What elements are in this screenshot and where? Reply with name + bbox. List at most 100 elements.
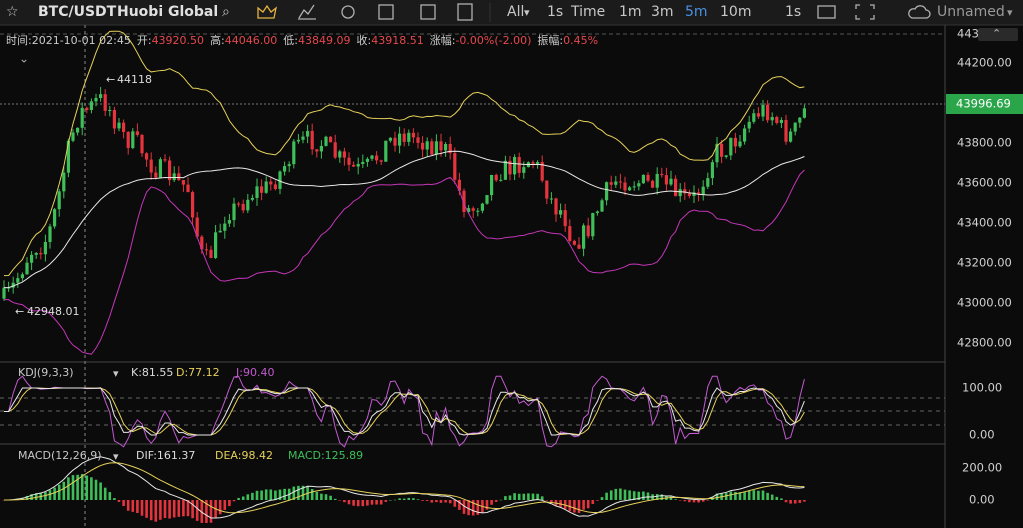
- axis-button-icon[interactable]: ⌃: [992, 27, 1001, 40]
- macd-bar: [568, 500, 572, 512]
- chart-icon[interactable]: [378, 4, 394, 20]
- candle-body: [697, 192, 701, 195]
- candle-body: [388, 137, 392, 141]
- candle-body: [246, 199, 250, 211]
- crown-icon[interactable]: [257, 4, 277, 19]
- macd-bar: [669, 496, 673, 500]
- macd-bar: [508, 495, 512, 500]
- interval[interactable]: 1s: [547, 4, 563, 20]
- candle-body: [743, 128, 747, 142]
- candle-body: [181, 180, 185, 185]
- candle-body: [191, 192, 195, 218]
- macd-bar: [775, 496, 779, 500]
- macd-bar: [186, 500, 190, 517]
- candle-body: [172, 173, 176, 181]
- candle-body: [605, 182, 609, 201]
- macd-bar: [798, 500, 802, 503]
- interval[interactable]: 5m: [685, 4, 708, 20]
- macd-bar: [103, 487, 107, 500]
- candle-body: [462, 190, 466, 213]
- macd-bar: [637, 491, 641, 500]
- candle-body: [16, 278, 20, 283]
- macd-bar: [80, 474, 84, 500]
- collapse-icon[interactable]: ⌄: [19, 52, 29, 66]
- interval[interactable]: 3m: [651, 4, 674, 20]
- exchange[interactable]: Huobi Global: [117, 4, 218, 20]
- candle-body: [559, 210, 563, 215]
- candle-body: [430, 141, 434, 155]
- macd-bar: [425, 500, 429, 501]
- info-value: 43849.09: [298, 34, 351, 47]
- macd-bar: [467, 500, 470, 516]
- kdj-title[interactable]: KDJ(9,3,3): [18, 366, 74, 379]
- price-label: 43600.00: [957, 176, 1012, 190]
- macd-bar: [53, 487, 56, 500]
- candle-body: [186, 184, 190, 193]
- macd-bar: [283, 488, 286, 500]
- candle-body: [163, 159, 167, 161]
- candle-body: [112, 109, 116, 129]
- macd-bar: [99, 482, 102, 500]
- macd-title[interactable]: MACD(12,26,9): [18, 449, 102, 462]
- macd-bar: [674, 499, 677, 500]
- info-value: 0.45%: [563, 34, 598, 47]
- macd-bar: [471, 500, 475, 516]
- candle-body: [80, 107, 84, 128]
- macd-bar: [329, 495, 332, 500]
- kdj-k: K:81.55: [131, 366, 173, 379]
- macd-bar: [609, 490, 613, 500]
- star-icon[interactable]: ☆: [6, 4, 19, 20]
- macd-bar: [90, 477, 93, 500]
- price-label: 43000.00: [957, 296, 1012, 310]
- macd-bar: [237, 497, 240, 500]
- macd-bar: [352, 500, 355, 506]
- macd-bar: [320, 493, 323, 500]
- candle-body: [471, 208, 475, 211]
- candle-body: [747, 121, 751, 129]
- info-label: 振幅:: [537, 33, 563, 47]
- interval[interactable]: 10m: [720, 4, 751, 20]
- candle-body: [34, 252, 38, 255]
- macd-bar: [784, 500, 788, 503]
- candle-body: [296, 139, 300, 142]
- replay[interactable]: 1s: [785, 4, 801, 20]
- info-label: 高:: [210, 33, 225, 47]
- info-label: 时间:: [6, 34, 32, 47]
- settings-icon[interactable]: [341, 5, 355, 19]
- candle-body: [66, 140, 70, 173]
- axis-button[interactable]: [978, 28, 1018, 41]
- indicator-icon[interactable]: [298, 4, 316, 20]
- candle-body: [632, 186, 636, 188]
- candle-body: [802, 108, 806, 118]
- layout-icon[interactable]: [420, 4, 436, 20]
- split-icon[interactable]: [457, 3, 473, 21]
- candle-body: [641, 174, 645, 184]
- interval[interactable]: 1m: [619, 4, 642, 20]
- candle-body: [269, 181, 273, 185]
- macd-bar: [209, 500, 213, 523]
- search-icon[interactable]: ⌕: [222, 4, 230, 20]
- camera-icon[interactable]: [817, 5, 836, 19]
- candle-body: [154, 172, 158, 178]
- cloud-icon[interactable]: [908, 5, 931, 19]
- macd-bar: [361, 500, 365, 507]
- macd-bar: [655, 494, 659, 500]
- candle-body: [678, 189, 682, 197]
- symbol[interactable]: BTC/USDT: [38, 4, 117, 20]
- layout-name[interactable]: Unnamed: [937, 4, 1005, 20]
- candle-body: [140, 134, 144, 154]
- macd-bar: [274, 490, 277, 500]
- candle-body: [439, 141, 443, 151]
- fullscreen-icon[interactable]: [855, 4, 875, 20]
- macd-bar: [582, 500, 585, 510]
- candle-body: [517, 157, 521, 173]
- interval[interactable]: Time: [570, 4, 605, 20]
- candle-body: [476, 210, 480, 212]
- candle-body: [568, 226, 572, 241]
- candle-body: [775, 116, 779, 123]
- macd-bar: [761, 490, 765, 500]
- candle-body: [536, 162, 540, 164]
- range[interactable]: All: [507, 4, 524, 20]
- low-arrow: ←: [15, 305, 24, 318]
- macd-dea-line: [3, 462, 805, 514]
